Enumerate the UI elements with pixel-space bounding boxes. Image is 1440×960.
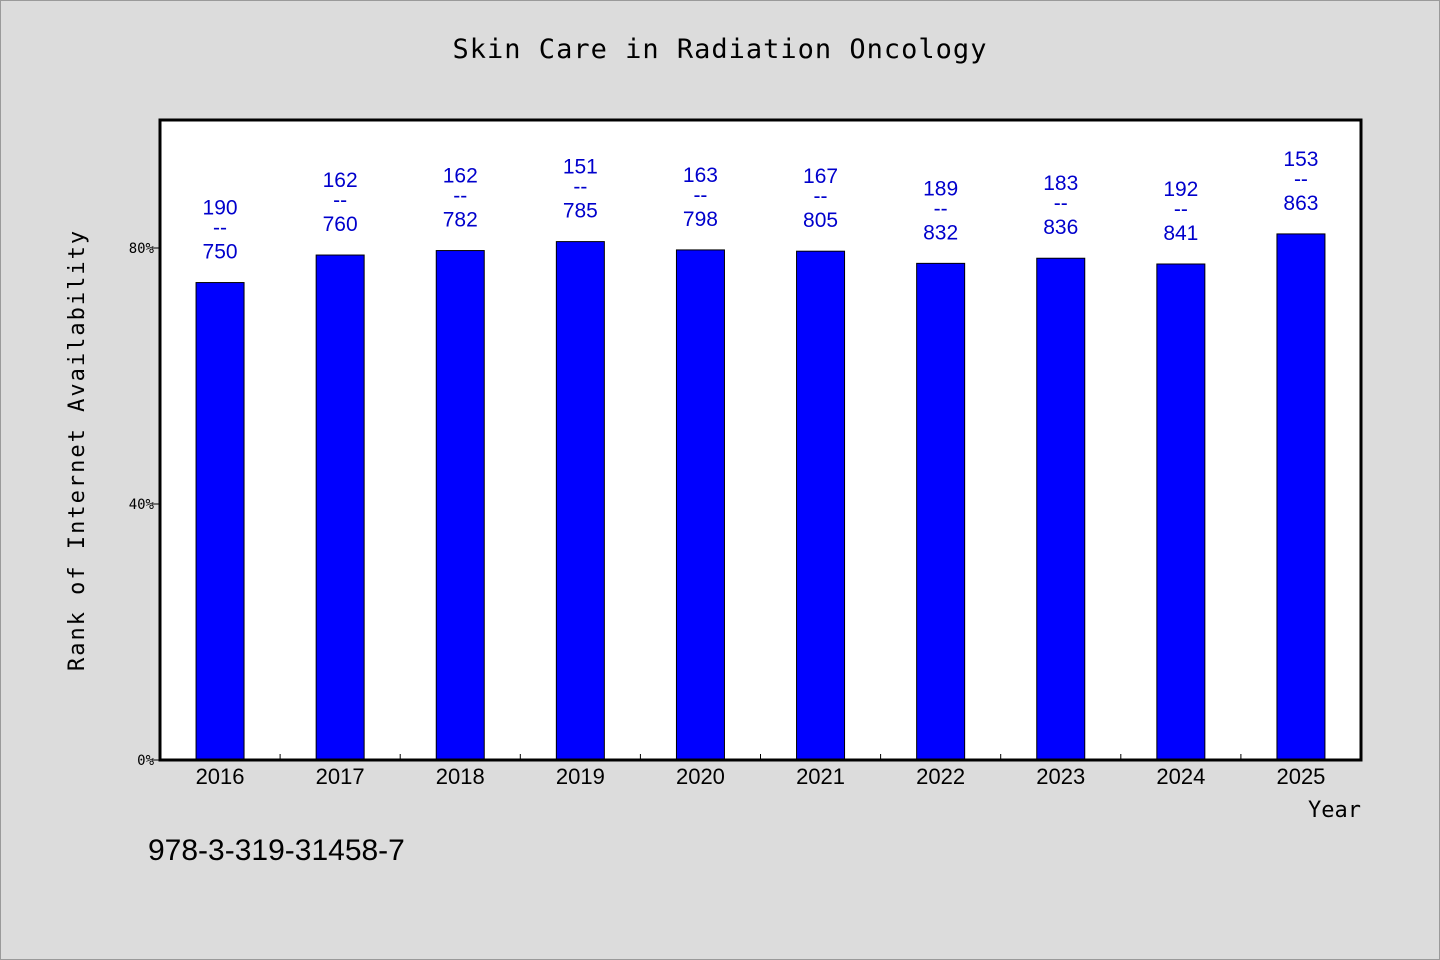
bar-label-top: 153 <box>1283 148 1318 171</box>
x-tick-label: 2024 <box>1156 764 1205 789</box>
x-axis-title: Year <box>1308 798 1361 823</box>
bar-label-top: 163 <box>683 164 718 187</box>
x-tick-label: 2022 <box>916 764 965 789</box>
bar-label-separator: -- <box>453 185 467 208</box>
x-tick-label: 2019 <box>556 764 605 789</box>
bar-label-top: 162 <box>323 169 358 192</box>
bar <box>555 241 605 761</box>
y-tick-label: 40% <box>129 497 155 513</box>
bar-label-bottom: 782 <box>443 209 478 232</box>
bar-label-bottom: 836 <box>1043 216 1078 239</box>
bar-label-separator: -- <box>814 185 828 208</box>
y-tick-label: 0% <box>137 753 154 769</box>
bar <box>195 282 245 761</box>
bar-label-top: 167 <box>803 165 838 188</box>
bar-label-top: 183 <box>1043 172 1078 195</box>
bar <box>675 249 725 761</box>
chart-title: Skin Care in Radiation Oncology <box>452 34 988 65</box>
x-tick-label: 2017 <box>316 764 365 789</box>
bar-label-bottom: 832 <box>923 221 958 244</box>
y-axis-title: Rank of Internet Availability <box>65 229 90 671</box>
bar <box>796 250 846 761</box>
bar <box>916 262 966 761</box>
bar-label-bottom: 805 <box>803 209 838 232</box>
x-tick-label: 2025 <box>1276 764 1325 789</box>
bar-label-top: 151 <box>563 156 598 179</box>
y-tick-label: 80% <box>129 241 155 257</box>
bar-label-bottom: 785 <box>563 200 598 223</box>
bar-label-bottom: 798 <box>683 208 718 231</box>
bar <box>315 254 365 761</box>
x-tick-label: 2016 <box>196 764 245 789</box>
bar <box>1156 263 1206 761</box>
x-tick-label: 2018 <box>436 764 485 789</box>
x-tick-label: 2023 <box>1036 764 1085 789</box>
bar-label-top: 162 <box>443 165 478 188</box>
bar <box>435 250 485 761</box>
bar-label-separator: -- <box>573 176 587 199</box>
bar-label-bottom: 750 <box>203 241 238 264</box>
bar-label-top: 189 <box>923 177 958 200</box>
bar-label-separator: -- <box>333 189 347 212</box>
bar-label-bottom: 841 <box>1163 222 1198 245</box>
bar-label-separator: -- <box>934 197 948 220</box>
x-tick-label: 2020 <box>676 764 725 789</box>
bar-label-separator: -- <box>213 217 227 240</box>
bar <box>1276 233 1326 761</box>
bar-label-separator: -- <box>1294 168 1308 191</box>
bar-label-top: 190 <box>203 197 238 220</box>
bar <box>1036 257 1086 761</box>
bar-label-top: 192 <box>1163 178 1198 201</box>
isbn-label: 978-3-319-31458-7 <box>148 834 405 867</box>
bar-label-bottom: 760 <box>323 213 358 236</box>
bar-label-separator: -- <box>693 184 707 207</box>
bar-label-separator: -- <box>1054 192 1068 215</box>
bar-label-bottom: 863 <box>1283 192 1318 215</box>
bar-label-separator: -- <box>1174 198 1188 221</box>
x-tick-label: 2021 <box>796 764 845 789</box>
